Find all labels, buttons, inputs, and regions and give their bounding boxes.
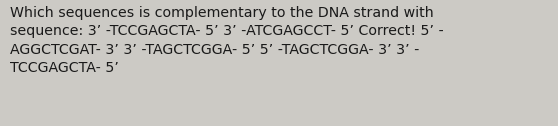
Text: Which sequences is complementary to the DNA strand with
sequence: 3’ -TCCGAGCTA-: Which sequences is complementary to the …: [10, 6, 444, 75]
